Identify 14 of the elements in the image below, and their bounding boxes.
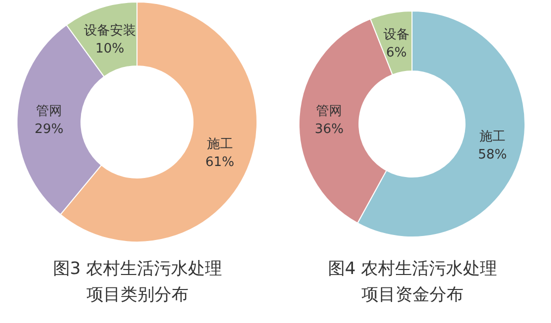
slice-label: 管网 bbox=[316, 104, 342, 119]
data-label: 10% bbox=[95, 41, 124, 56]
slice-label: 施工 bbox=[479, 130, 506, 145]
data-label: 58% bbox=[478, 148, 507, 163]
slice-label: 施工 bbox=[206, 136, 233, 152]
slice-label: 设备安装 bbox=[84, 22, 136, 38]
slice-label: 管网 bbox=[36, 104, 62, 120]
data-label: 36% bbox=[314, 122, 344, 137]
data-label: 61% bbox=[205, 154, 234, 170]
text: 图4 农村生活污水处理项目资金分布 bbox=[326, 258, 498, 307]
slice-label: 设备 bbox=[383, 27, 410, 42]
data-label: 29% bbox=[34, 122, 64, 138]
text: 图3 农村生活污水处理项目类别分布 bbox=[52, 258, 224, 307]
data-label: 6% bbox=[386, 45, 407, 60]
